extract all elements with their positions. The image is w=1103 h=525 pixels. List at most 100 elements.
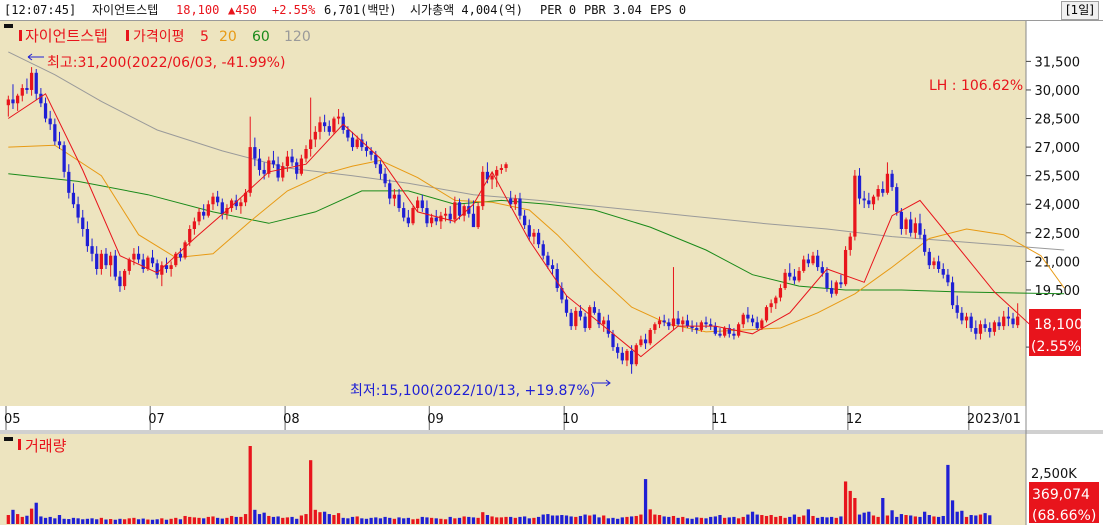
candle-body: [792, 276, 797, 281]
price-tick-label: 22,500: [1035, 227, 1081, 242]
volume-bar: [671, 515, 676, 524]
candle-body: [871, 196, 876, 205]
price-panel-handle[interactable]: [4, 24, 13, 28]
candle-body: [411, 208, 415, 224]
candle-body: [550, 265, 555, 269]
volume-bar: [95, 519, 99, 524]
volume-bar: [667, 516, 671, 524]
candle-body: [127, 259, 131, 271]
candle-body: [346, 129, 350, 138]
candle-body: [360, 139, 364, 148]
volume-bar: [918, 516, 922, 524]
volume-bar: [527, 518, 531, 524]
candle-body: [620, 352, 624, 361]
volume-bar: [118, 518, 122, 524]
legend-ma5: 5: [200, 29, 209, 45]
candle-body: [350, 137, 355, 148]
date-tick-label: 05: [4, 412, 21, 427]
date-tick-label: 07: [148, 412, 165, 427]
volume-bar: [913, 516, 917, 524]
legend-ma20: 20: [219, 29, 237, 45]
candle-body: [178, 253, 183, 258]
candle-body: [662, 320, 666, 323]
volume-bar: [239, 516, 243, 524]
volume-bar: [453, 518, 457, 524]
price-tick-label: 31,500: [1035, 55, 1081, 70]
candle-body: [876, 189, 880, 197]
current-price: 18,100: [176, 3, 220, 17]
candle-body: [727, 328, 731, 334]
volume-bar: [471, 517, 476, 524]
volume-bar: [355, 516, 359, 524]
candle-body: [820, 267, 824, 273]
candle-body: [978, 324, 983, 334]
period-button[interactable]: [1일]: [1060, 1, 1099, 20]
candle-body: [211, 196, 215, 205]
candle-body: [606, 320, 610, 334]
volume-bar: [797, 516, 801, 524]
candle-body: [667, 322, 671, 327]
volume-bar: [871, 515, 876, 524]
candle-body: [20, 88, 24, 96]
candle-body: [374, 154, 378, 165]
volume-bar: [34, 502, 38, 524]
volume-bar: [216, 517, 220, 524]
candle-body: [313, 131, 317, 140]
candle-body: [309, 139, 313, 149]
ma5-path: [8, 93, 1065, 358]
volume-bar: [267, 515, 271, 524]
volume-bar: [518, 516, 522, 524]
volume-bar: [332, 515, 336, 524]
candle-body: [388, 183, 392, 199]
candle-body: [476, 206, 480, 228]
candle-body: [406, 217, 410, 224]
volume-bar: [490, 516, 494, 524]
volume-bar: [127, 518, 131, 524]
volume-bar: [285, 517, 290, 524]
volume-bar: [513, 517, 517, 524]
volume-bar: [229, 515, 234, 524]
volume-bar: [862, 512, 866, 524]
candle-body: [206, 204, 210, 216]
volume-bar: [792, 514, 797, 524]
candle-body: [806, 259, 810, 264]
volume-bar: [388, 517, 392, 524]
candle-body: [11, 99, 15, 104]
volume-bar: [643, 479, 648, 524]
volume-bar: [709, 516, 713, 524]
volume-panel: [0, 434, 1026, 525]
volume-bar: [183, 515, 187, 524]
candle-body: [946, 274, 950, 283]
candle-body: [755, 322, 759, 329]
volume-bar: [420, 516, 424, 524]
volume-bar: [504, 516, 508, 524]
candle-body: [253, 147, 257, 159]
candle-body: [164, 265, 169, 269]
volume-bar: [867, 511, 871, 524]
candle-body: [1011, 318, 1015, 325]
candle-body: [983, 324, 987, 329]
volume-bar: [629, 516, 634, 524]
volume-bar: [778, 515, 783, 524]
volume-bar: [160, 518, 164, 524]
volume-bar: [211, 516, 215, 524]
candle-body: [518, 198, 522, 216]
candle-body: [509, 198, 513, 205]
volume-bar: [276, 516, 280, 524]
volume-bar: [969, 515, 973, 524]
candle-body: [504, 164, 508, 169]
volume-bar: [639, 514, 643, 524]
volume-bar: [462, 516, 466, 524]
candle-body: [616, 347, 620, 353]
volume-bar: [611, 517, 615, 524]
volume-panel-handle[interactable]: [4, 437, 13, 441]
candle-body: [1016, 316, 1020, 326]
date-tick-label: 12: [846, 412, 863, 427]
candle-body: [611, 333, 615, 348]
candle-body: [583, 316, 587, 329]
volume-bar: [262, 512, 266, 524]
candle-body: [574, 310, 578, 327]
candle-body: [927, 251, 931, 266]
candle-body: [499, 168, 503, 170]
volume-bar: [723, 517, 727, 524]
